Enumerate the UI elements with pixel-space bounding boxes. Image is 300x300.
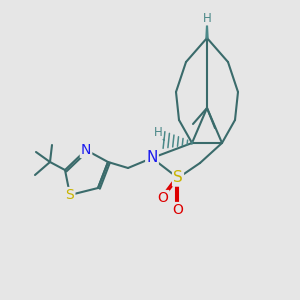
Text: S: S xyxy=(66,188,74,202)
Text: N: N xyxy=(81,143,91,157)
Text: S: S xyxy=(173,170,183,185)
Text: H: H xyxy=(154,125,162,139)
Polygon shape xyxy=(206,18,208,38)
Text: O: O xyxy=(158,191,168,205)
Text: N: N xyxy=(146,151,158,166)
Text: O: O xyxy=(172,203,183,217)
Text: H: H xyxy=(202,11,211,25)
